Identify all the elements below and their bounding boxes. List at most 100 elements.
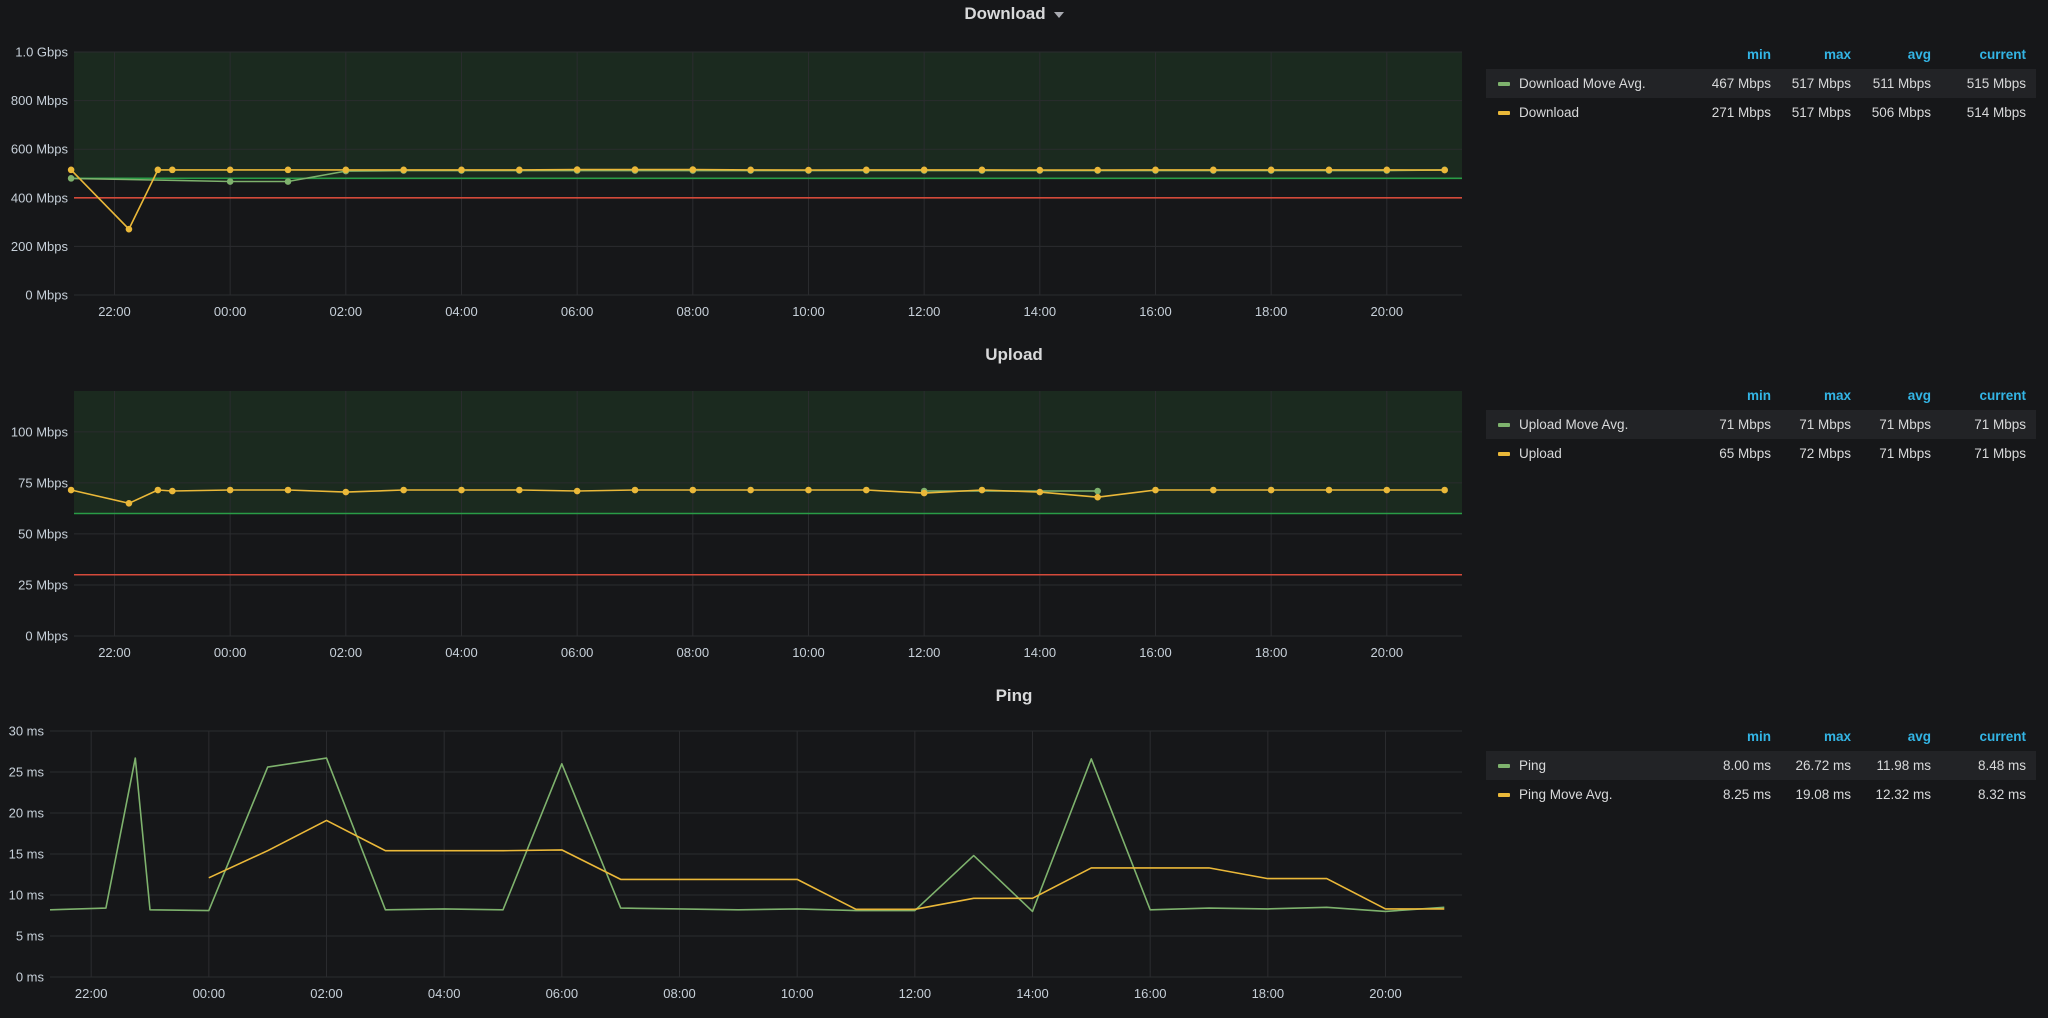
series-color-swatch[interactable]: [1498, 81, 1510, 86]
data-point[interactable]: [169, 487, 176, 495]
data-point[interactable]: [516, 166, 523, 174]
data-point[interactable]: [805, 486, 812, 494]
legend-col-current[interactable]: current: [1979, 388, 2026, 403]
legend-col-avg[interactable]: avg: [1907, 729, 1931, 744]
data-point[interactable]: [1325, 486, 1333, 494]
data-point[interactable]: [863, 486, 870, 494]
legend-series-name[interactable]: Ping: [1519, 758, 1547, 773]
data-point[interactable]: [125, 225, 133, 233]
series-line[interactable]: [70, 489, 1445, 505]
panel-title-text[interactable]: Upload: [985, 345, 1043, 364]
data-point[interactable]: [1094, 166, 1101, 174]
data-point[interactable]: [67, 175, 75, 182]
data-point[interactable]: [458, 166, 465, 174]
data-point[interactable]: [516, 486, 523, 494]
panel-title[interactable]: Download: [0, 2, 2028, 26]
data-point[interactable]: [226, 486, 234, 494]
series-color-swatch[interactable]: [1498, 451, 1510, 456]
data-point[interactable]: [920, 166, 928, 174]
data-point[interactable]: [920, 489, 928, 497]
data-point[interactable]: [169, 166, 176, 174]
legend-series-name[interactable]: Download Move Avg.: [1519, 76, 1646, 91]
legend-series-name[interactable]: Upload: [1519, 446, 1562, 461]
data-point[interactable]: [342, 488, 350, 496]
data-point[interactable]: [342, 166, 350, 174]
legend-item[interactable]: Download 271 Mbps 517 Mbps 506 Mbps 514 …: [1486, 98, 2036, 127]
data-point[interactable]: [1152, 486, 1159, 494]
series-color-swatch[interactable]: [1498, 792, 1510, 797]
data-point[interactable]: [400, 486, 407, 494]
data-point[interactable]: [805, 166, 812, 174]
legend-col-current[interactable]: current: [1979, 47, 2026, 62]
data-point[interactable]: [689, 486, 697, 494]
data-point[interactable]: [154, 166, 162, 174]
data-point[interactable]: [1036, 488, 1044, 496]
legend-series-name[interactable]: Ping Move Avg.: [1519, 787, 1613, 802]
data-point[interactable]: [689, 166, 697, 173]
data-point[interactable]: [1383, 486, 1391, 494]
data-point[interactable]: [154, 486, 162, 494]
data-point[interactable]: [1441, 166, 1448, 174]
data-point[interactable]: [1210, 486, 1217, 494]
legend-col-max[interactable]: max: [1823, 47, 1851, 62]
data-point[interactable]: [1383, 166, 1391, 174]
legend-col-max[interactable]: max: [1823, 388, 1851, 403]
data-point[interactable]: [226, 178, 234, 185]
data-point[interactable]: [1152, 166, 1159, 174]
data-point[interactable]: [125, 499, 133, 507]
data-point[interactable]: [747, 486, 754, 494]
legend-item[interactable]: Ping Move Avg. 8.25 ms 19.08 ms 12.32 ms…: [1486, 780, 2036, 809]
data-point[interactable]: [284, 486, 292, 494]
legend-item[interactable]: Upload 65 Mbps 72 Mbps 71 Mbps 71 Mbps: [1486, 439, 2036, 468]
legend-col-current[interactable]: current: [1979, 729, 2026, 744]
data-point[interactable]: [1094, 493, 1101, 501]
data-point[interactable]: [284, 166, 292, 174]
data-point[interactable]: [573, 166, 581, 173]
y-tick-label: 30 ms: [9, 724, 45, 739]
legend-col-avg[interactable]: avg: [1907, 388, 1931, 403]
data-point[interactable]: [631, 166, 639, 173]
data-point[interactable]: [747, 166, 754, 174]
data-point[interactable]: [284, 178, 292, 185]
series-line[interactable]: [208, 819, 1445, 911]
series-color-swatch[interactable]: [1498, 422, 1510, 427]
legend-series-name[interactable]: Upload Move Avg.: [1519, 417, 1629, 432]
panel-title-text[interactable]: Ping: [995, 686, 1033, 705]
data-point[interactable]: [1325, 166, 1333, 174]
series-color-swatch[interactable]: [1498, 763, 1510, 768]
series-line[interactable]: [49, 757, 1445, 913]
data-point[interactable]: [226, 166, 234, 174]
data-point[interactable]: [1267, 486, 1275, 494]
data-point[interactable]: [1094, 487, 1101, 495]
data-point[interactable]: [1210, 166, 1217, 174]
legend-col-min[interactable]: min: [1746, 47, 1771, 62]
data-point[interactable]: [1036, 166, 1044, 174]
data-point[interactable]: [67, 486, 75, 494]
data-point[interactable]: [631, 486, 639, 494]
data-point[interactable]: [400, 166, 407, 174]
data-point[interactable]: [573, 487, 581, 495]
legend-col-max[interactable]: max: [1823, 729, 1851, 744]
data-point[interactable]: [458, 486, 465, 494]
series-line[interactable]: [70, 168, 1445, 230]
legend-series-name[interactable]: Download: [1519, 105, 1580, 120]
series-color-swatch[interactable]: [1498, 110, 1510, 115]
legend-col-avg[interactable]: avg: [1907, 47, 1931, 62]
legend-col-min[interactable]: min: [1746, 729, 1771, 744]
x-tick-label: 12:00: [908, 304, 941, 319]
data-point[interactable]: [863, 166, 870, 174]
data-point[interactable]: [978, 166, 986, 174]
caret-down-icon[interactable]: [1053, 11, 1064, 18]
panel-title[interactable]: Ping: [0, 684, 2028, 708]
panel-title-text[interactable]: Download: [964, 4, 1046, 23]
data-point[interactable]: [1441, 486, 1448, 494]
legend-col-min[interactable]: min: [1746, 388, 1771, 403]
data-point[interactable]: [1267, 166, 1275, 174]
x-tick-label: 16:00: [1139, 645, 1172, 660]
legend-item[interactable]: Ping 8.00 ms 26.72 ms 11.98 ms 8.48 ms: [1486, 751, 2036, 780]
data-point[interactable]: [978, 486, 986, 494]
panel-title[interactable]: Upload: [0, 343, 2028, 367]
data-point[interactable]: [67, 166, 75, 174]
legend-item[interactable]: Upload Move Avg. 71 Mbps 71 Mbps 71 Mbps…: [1486, 410, 2036, 439]
legend-item[interactable]: Download Move Avg. 467 Mbps 517 Mbps 511…: [1486, 69, 2036, 98]
